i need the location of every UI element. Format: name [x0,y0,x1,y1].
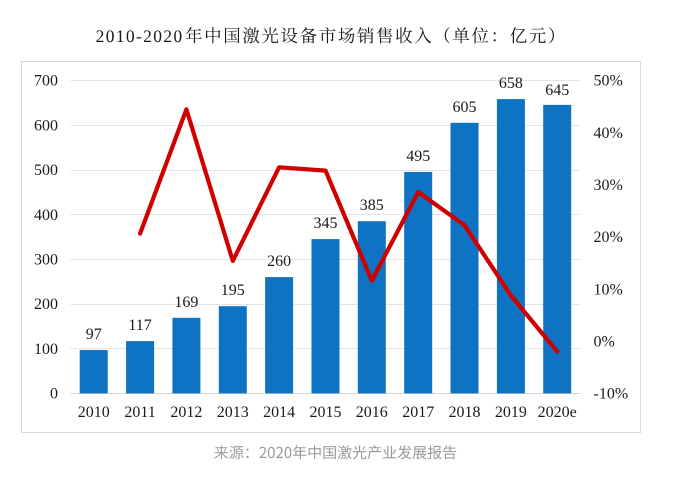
svg-text:-10%: -10% [594,386,629,403]
svg-text:2011: 2011 [124,404,155,421]
svg-text:2014: 2014 [263,404,295,421]
svg-text:2016: 2016 [356,404,388,421]
svg-text:400: 400 [34,207,58,224]
svg-text:300: 300 [34,252,58,269]
svg-text:0%: 0% [594,334,615,351]
svg-text:97: 97 [86,326,102,343]
svg-text:2020e: 2020e [538,404,577,421]
svg-text:30%: 30% [594,177,623,194]
svg-text:50%: 50% [594,73,623,90]
svg-text:2010: 2010 [78,404,110,421]
svg-text:117: 117 [128,317,151,334]
svg-text:2018: 2018 [449,404,481,421]
svg-text:385: 385 [360,197,384,214]
svg-text:700: 700 [34,73,58,90]
svg-text:0: 0 [50,386,58,403]
svg-text:658: 658 [499,75,523,92]
svg-text:605: 605 [453,99,477,116]
svg-text:100: 100 [34,341,58,358]
svg-text:20%: 20% [594,229,623,246]
svg-text:500: 500 [34,162,58,179]
svg-text:645: 645 [545,82,569,99]
svg-text:2019: 2019 [495,404,527,421]
svg-text:600: 600 [34,117,58,134]
svg-text:260: 260 [267,253,291,270]
svg-text:2012: 2012 [170,404,202,421]
svg-text:345: 345 [314,215,338,232]
svg-text:169: 169 [174,294,198,311]
svg-text:10%: 10% [594,281,623,298]
svg-text:2017: 2017 [402,404,434,421]
svg-text:195: 195 [221,282,245,299]
svg-text:2015: 2015 [310,404,342,421]
svg-text:40%: 40% [594,125,623,142]
svg-text:200: 200 [34,296,58,313]
svg-text:2013: 2013 [217,404,249,421]
svg-text:495: 495 [406,148,430,165]
